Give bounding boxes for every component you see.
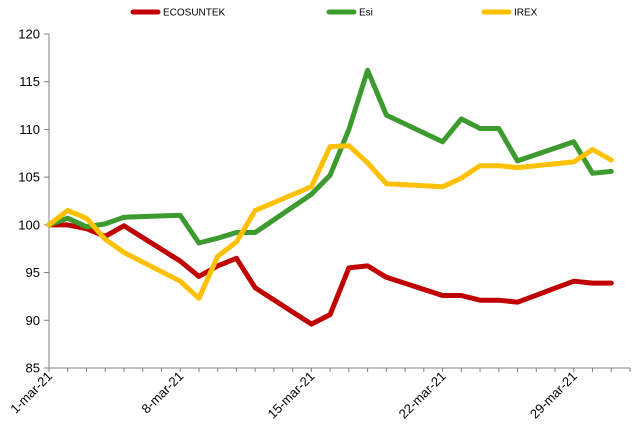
x-tick-label: 8-mar-21 <box>138 369 186 417</box>
y-tick-label: 110 <box>19 122 40 137</box>
y-tick-label: 120 <box>18 27 40 42</box>
plot-area <box>46 67 614 327</box>
y-tick-label: 95 <box>26 265 40 280</box>
x-tick-label: 15-mar-21 <box>264 369 317 422</box>
y-axis: 85 90 95 100 105 110 115 120 <box>18 27 50 376</box>
y-tick-label: 115 <box>19 74 40 89</box>
series-line-esi <box>46 67 614 246</box>
x-tick-label: 1-mar-21 <box>7 369 55 417</box>
y-tick-label: 100 <box>18 217 40 232</box>
y-tick-label: 90 <box>26 313 40 328</box>
series-line-irex <box>46 143 614 301</box>
legend-label: ECOSUNTEK <box>163 8 226 19</box>
y-tick-label: 105 <box>18 170 40 185</box>
legend: ECOSUNTEK Esi IREX <box>130 8 538 19</box>
x-tick-label: 22-mar-21 <box>396 369 449 422</box>
y-tick-label: 85 <box>26 361 40 376</box>
x-tick-label: 29-mar-21 <box>527 369 580 422</box>
legend-label: Esi <box>359 8 373 19</box>
x-axis: 1-mar-21 8-mar-21 15-mar-21 22-mar-21 29-mar… <box>7 367 631 422</box>
legend-label: IREX <box>514 8 538 19</box>
series-line-ecosuntek <box>46 222 614 327</box>
